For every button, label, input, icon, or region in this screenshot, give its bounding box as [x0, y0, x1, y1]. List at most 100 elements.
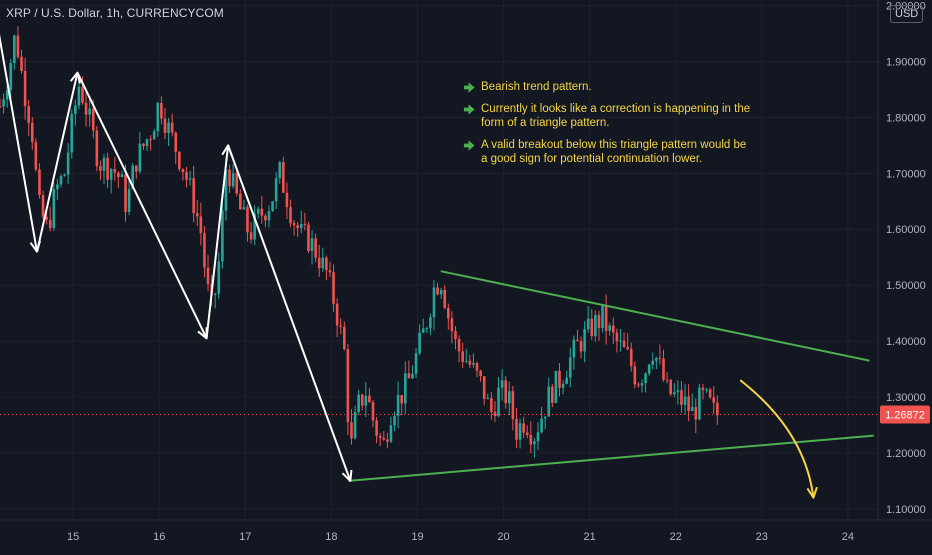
candle-body: [511, 391, 515, 419]
candle-body: [149, 139, 152, 141]
candle-body: [698, 387, 701, 420]
candle-body: [561, 383, 565, 388]
wave-arrow: [205, 145, 230, 339]
candle-body: [317, 257, 321, 269]
candle-body: [343, 326, 346, 350]
candle-body: [77, 86, 81, 106]
arrow-right-icon: [463, 140, 475, 151]
candle-body: [647, 364, 651, 374]
candle-body: [9, 62, 13, 91]
arrow-right-icon: [463, 104, 475, 115]
candle-body: [579, 341, 583, 352]
candle-body: [113, 169, 117, 173]
candle-body: [357, 394, 360, 412]
note-text: A valid breakout below this triangle pat…: [481, 139, 747, 165]
currency-badge[interactable]: USD: [890, 5, 924, 23]
candle-body: [325, 257, 328, 271]
projection-arrowhead: [806, 486, 818, 499]
note-item: Bearish trend pattern.: [463, 80, 753, 94]
candle-body: [66, 152, 70, 175]
wave-arrow: [36, 72, 79, 252]
candle-body: [540, 418, 543, 433]
candle-body: [117, 172, 120, 177]
candle-body: [389, 425, 393, 442]
axes: 2.00000 1.90000 1.80000 1.70000 1.60000 1.500…: [0, 0, 932, 543]
candle-body: [59, 176, 63, 185]
y-tick-label: 1.60000: [886, 224, 926, 236]
candle-body: [694, 407, 698, 420]
candle-body: [701, 387, 705, 391]
candle-body: [651, 360, 655, 365]
candle-body: [558, 370, 561, 388]
candle-body: [38, 169, 41, 196]
arrow-right-icon: [463, 82, 475, 93]
candle-body: [368, 395, 371, 403]
candle-body: [292, 223, 296, 226]
x-tick-label: 21: [584, 531, 596, 543]
candle-body: [672, 392, 676, 395]
candle-body: [393, 415, 396, 426]
candle-body: [88, 108, 91, 115]
candle-body: [615, 332, 619, 342]
candle-body: [321, 257, 325, 269]
candle-body: [34, 142, 38, 170]
candle-body: [221, 210, 224, 262]
candle-body: [457, 339, 461, 352]
candle-body: [74, 105, 77, 115]
candle-body: [282, 162, 285, 193]
candle-body: [339, 325, 343, 327]
candle-body: [450, 318, 454, 332]
candle-body: [464, 360, 468, 362]
candle-body: [360, 394, 364, 406]
candle-body: [131, 165, 135, 189]
candle-body: [568, 357, 572, 378]
candle-body: [127, 188, 131, 212]
candle-body: [637, 384, 640, 386]
candle-body: [23, 70, 27, 107]
candle-body: [490, 398, 493, 412]
candle-body: [421, 328, 425, 333]
candle-body: [181, 168, 185, 173]
candle-body: [658, 357, 662, 359]
y-tick-label: 2.00000: [886, 1, 926, 13]
candle-body: [253, 213, 256, 240]
candle-body: [432, 287, 436, 318]
candle-body: [346, 349, 350, 423]
candle-body: [48, 219, 52, 228]
candle-body: [163, 118, 167, 134]
candle-body: [669, 379, 672, 395]
candle-body: [536, 432, 540, 442]
candle-body: [185, 172, 188, 180]
candle-body: [102, 157, 106, 171]
candle-body: [13, 35, 16, 63]
candle-body: [708, 389, 712, 398]
candle-body: [84, 102, 88, 115]
candle-body: [310, 238, 314, 252]
y-tick-label: 1.50000: [886, 280, 926, 292]
projection-arrow: [739, 379, 815, 498]
candle-body: [597, 315, 601, 329]
candle-body: [99, 166, 102, 171]
candle-body: [705, 389, 708, 391]
candle-body: [30, 122, 34, 143]
candle-body: [120, 174, 124, 177]
candle-body: [396, 395, 400, 416]
candle-body: [482, 376, 486, 399]
candle-body: [142, 143, 145, 147]
candle-body: [328, 270, 332, 273]
candle-body: [16, 35, 20, 57]
candle-body: [307, 224, 310, 252]
candle-body: [0, 106, 2, 108]
candle-body: [239, 193, 242, 210]
candle-body: [640, 382, 644, 386]
x-tick-label: 24: [842, 531, 854, 543]
candle-body: [378, 435, 382, 438]
x-tick-label: 16: [153, 531, 165, 543]
candle-body: [500, 380, 504, 388]
last-price-label: 1.26872: [885, 409, 925, 421]
candle-body: [41, 195, 45, 217]
y-tick-label: 1.30000: [886, 392, 926, 404]
wave-arrow: [76, 72, 208, 339]
